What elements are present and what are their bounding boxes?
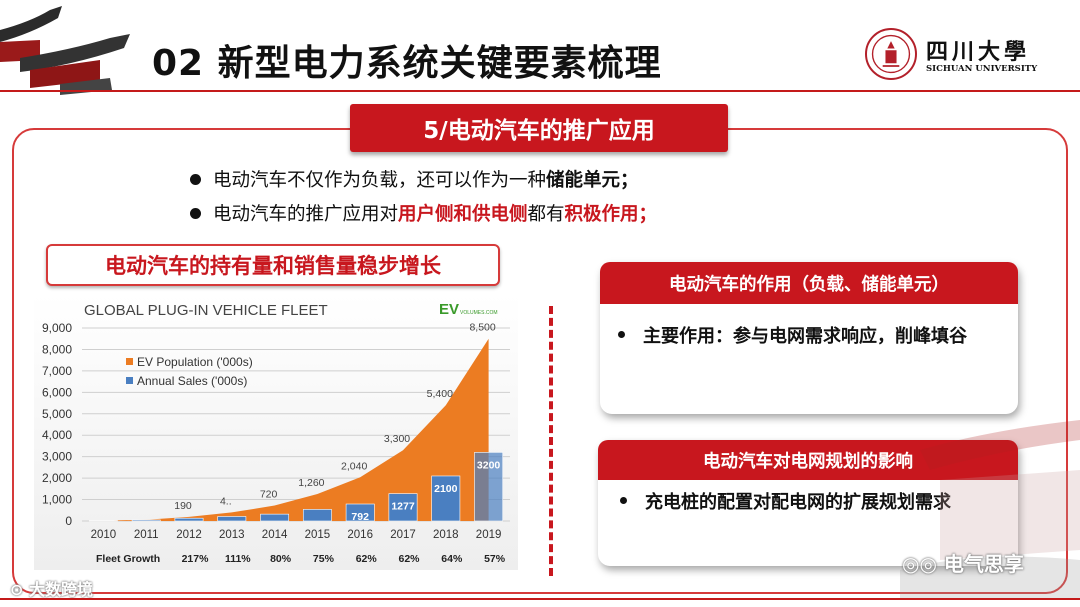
card-ev-role-title: 电动汽车的作用（负载、储能单元） (600, 262, 1018, 304)
chart-title: GLOBAL PLUG-IN VEHICLE FLEET (84, 302, 328, 319)
ev-population-label: 5,400 (427, 388, 453, 400)
bullet-dot-icon (190, 173, 201, 185)
watermark-right: ◎◎ 电气思享 (902, 548, 1024, 577)
university-seal-icon (865, 28, 917, 80)
annual-sales-bar (345, 503, 375, 522)
ev-fleet-chart: GLOBAL PLUG-IN VEHICLE FLEET EV VOLUMES.CO… (34, 294, 518, 570)
annual-sales-bar (388, 493, 418, 522)
bullet-2-text-a: 电动汽车的推广应用对 (213, 204, 399, 225)
fleet-growth-value: 80% (270, 553, 292, 565)
y-tick-label: 2,000 (42, 471, 72, 485)
y-tick-label: 0 (65, 514, 72, 528)
ev-population-area (103, 338, 489, 521)
campus-scenery-decoration (900, 420, 1080, 600)
ev-population-label: 2,040 (341, 460, 367, 472)
fleet-growth-value: 62% (356, 553, 378, 565)
legend-annual-sales: Annual Sales ('000s) (137, 374, 247, 388)
x-tick-label: 2013 (219, 529, 245, 541)
bullet-1-text: 电动汽车不仅作为负载，还可以作为一种 (213, 170, 547, 191)
chart-caption: 电动汽车的持有量和销售量稳步增长 (46, 244, 500, 286)
bullet-benefit: 电动汽车的推广应用对用户侧和供电侧都有积极作用； (190, 200, 657, 226)
y-tick-label: 8,000 (42, 342, 72, 356)
ev-population-label: 720 (260, 489, 278, 501)
annual-sales-label: 792 (351, 511, 369, 523)
bullet-storage: 电动汽车不仅作为负载，还可以作为一种储能单元； (190, 166, 639, 192)
annual-sales-bar (131, 519, 161, 522)
bullet-dot-icon (618, 330, 625, 338)
university-name-cn: 四川大學 (926, 39, 1031, 65)
annual-sales-bar (174, 517, 204, 522)
x-tick-label: 2015 (305, 529, 331, 541)
legend-ev-population: EV Population ('000s) (137, 355, 253, 369)
dashed-divider (549, 306, 553, 576)
annual-sales-label: 2100 (434, 483, 458, 495)
fleet-growth-value: 64% (441, 553, 463, 565)
x-tick-label: 2012 (176, 529, 202, 541)
fleet-growth-value: 75% (313, 553, 335, 565)
card-ev-role: 电动汽车的作用（负载、储能单元） 主要作用：参与电网需求响应，削峰填谷 (600, 262, 1018, 414)
bullet-dot-icon (620, 496, 627, 504)
y-tick-label: 6,000 (42, 385, 72, 399)
x-tick-label: 2011 (134, 529, 159, 541)
annual-sales-bar (431, 475, 461, 522)
bullet-2-text-b: 用户侧和供电侧 (398, 204, 528, 225)
ev-population-label: 190 (174, 500, 192, 512)
card-grid-planning-title: 电动汽车对电网规划的影响 (598, 440, 1018, 480)
card-grid-planning-body: 充电桩的配置对配电网的扩展规划需求 (598, 480, 1018, 517)
fleet-growth-label: Fleet Growth (96, 553, 160, 565)
annual-sales-bar (474, 452, 504, 522)
chart-brand-sub: VOLUMES.COM (460, 310, 498, 316)
fleet-growth-value: 111% (225, 553, 251, 565)
pagoda-roof-decoration (0, 6, 130, 95)
fleet-growth-value: 217% (182, 553, 210, 565)
y-tick-label: 7,000 (42, 364, 72, 378)
watermark-logo-icon: ⊙ (10, 580, 29, 599)
x-tick-label: 2017 (390, 529, 416, 541)
fleet-growth-value: 62% (398, 553, 420, 565)
x-tick-label: 2016 (347, 529, 373, 541)
bullet-dot-icon (190, 207, 201, 219)
watermark-left-text: 大数跨境 (28, 580, 93, 599)
y-tick-label: 1,000 (42, 493, 72, 507)
x-tick-label: 2018 (433, 529, 459, 541)
card-grid-planning-text: 充电桩的配置对配电网的扩展规划需求 (645, 492, 951, 513)
page-title: 02 新型电力系统关键要素梳理 (152, 43, 662, 84)
annual-sales-bar (260, 513, 290, 522)
x-tick-label: 2019 (476, 529, 502, 541)
card-grid-planning: 电动汽车对电网规划的影响 充电桩的配置对配电网的扩展规划需求 (598, 440, 1018, 566)
annual-sales-label: 1277 (391, 501, 415, 513)
bullet-2-text-d: 积极作用； (564, 204, 658, 225)
legend-swatch-annual-sales (126, 377, 133, 384)
footer-divider (0, 598, 1080, 600)
header-divider (0, 90, 1080, 92)
annual-sales-bar (217, 516, 247, 522)
x-tick-label: 2014 (262, 529, 288, 541)
watermark-right-text: 电气思享 (943, 552, 1024, 576)
section-title: 5/电动汽车的推广应用 (350, 104, 728, 152)
ev-population-label: 1,260 (298, 477, 324, 489)
watermark-left: ⊙ 大数跨境 (10, 576, 93, 600)
university-name-en: SICHUAN UNIVERSITY (926, 64, 1038, 74)
fleet-growth-value: 57% (484, 553, 506, 565)
y-tick-label: 9,000 (42, 321, 72, 335)
wechat-icon: ◎◎ (902, 552, 944, 576)
bullet-1-emphasis: 储能单元； (546, 170, 639, 191)
y-tick-label: 5,000 (42, 407, 72, 421)
annual-sales-label: 3200 (477, 459, 501, 471)
ev-population-label: 8,500 (469, 322, 495, 334)
card-ev-role-text: 主要作用：参与电网需求响应，削峰填谷 (643, 326, 967, 347)
legend-swatch-ev-population (126, 358, 133, 365)
bullet-2-text-c: 都有 (527, 204, 565, 225)
card-ev-role-body: 主要作用：参与电网需求响应，削峰填谷 (600, 304, 1018, 353)
x-tick-label: 2010 (91, 529, 117, 541)
y-tick-label: 3,000 (42, 450, 72, 464)
ev-population-label: 3,300 (384, 433, 410, 445)
y-tick-label: 4,000 (42, 428, 72, 442)
ev-population-label: 4.. (220, 495, 232, 507)
chart-brand: EV (439, 301, 459, 318)
annual-sales-bar (302, 509, 332, 522)
